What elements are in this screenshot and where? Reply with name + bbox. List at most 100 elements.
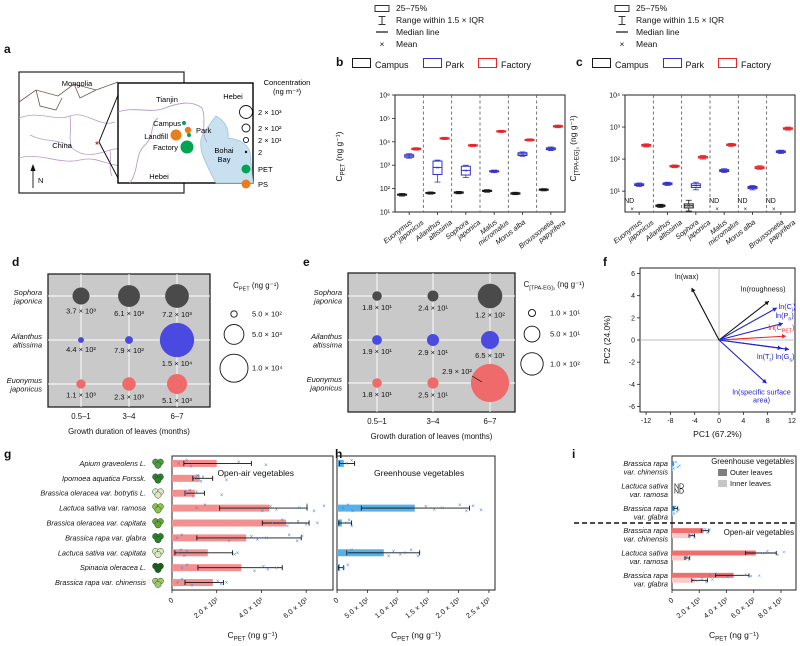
site-dot-campus (182, 121, 186, 125)
legend-label: Median line (636, 27, 680, 37)
label-hebei-ne: Hebei (223, 92, 243, 101)
svg-text:ln(CPET): ln(CPET) (768, 323, 794, 335)
svg-text:Brassica rapa var. chinensis: Brassica rapa var. chinensis (55, 578, 146, 587)
svg-text:×: × (286, 524, 290, 530)
svg-text:×: × (687, 204, 690, 210)
svg-text:5.0 × 10³: 5.0 × 10³ (252, 330, 282, 339)
svg-text:×: × (179, 548, 183, 554)
svg-text:×: × (672, 462, 675, 468)
label-hebei-s: Hebei (149, 172, 169, 181)
label-tianjin: Tianjin (156, 95, 178, 104)
panel-letter-g: g (4, 447, 12, 461)
legend-label: Mean (396, 39, 418, 49)
svg-text:×: × (350, 548, 354, 554)
svg-text:×: × (704, 527, 707, 533)
svg-text:3–4: 3–4 (122, 412, 136, 421)
svg-text:×: × (266, 567, 270, 573)
svg-text:×: × (693, 535, 696, 541)
svg-text:×: × (275, 508, 279, 514)
site-factory: Factory (718, 58, 771, 70)
svg-text:ln(wax): ln(wax) (675, 272, 699, 281)
map-legend-size-1: 2 × 10³ (258, 108, 282, 117)
svg-text:10⁶: 10⁶ (379, 93, 390, 100)
svg-text:×: × (180, 533, 184, 539)
panel-letter-h: h (335, 447, 343, 461)
svg-text:0.5–1: 0.5–1 (367, 417, 387, 426)
chart-d-bubble: Sophora japonica 3.7 × 10³ 6.1 × 10³ 7.2 × 1… (7, 273, 283, 436)
svg-text:×: × (184, 491, 188, 497)
svg-text:×: × (264, 463, 268, 469)
svg-text:×: × (341, 506, 345, 512)
chart-h-bars: × ×× ××× × × ××××× ××× ××× × × ××× ×0 5.0 × 10² 1.0 ×… (332, 455, 496, 643)
svg-text:×: × (673, 164, 676, 170)
svg-text:Sophorajaponica: Sophorajaponica (313, 288, 342, 306)
north-arrow-head (30, 164, 36, 171)
svg-text:×: × (253, 569, 257, 575)
svg-text:×: × (776, 553, 779, 559)
svg-text:×: × (269, 505, 273, 511)
svg-text:Ailanthusaltissima: Ailanthusaltissima (10, 332, 42, 350)
chart-g-bars: Apium graveolens L. × ××× ×Ipomoea aquatica… (40, 455, 334, 643)
svg-text:Greenhouse vegetables: Greenhouse vegetables (711, 457, 794, 466)
svg-text:×: × (638, 183, 641, 189)
site-legend-c: Campus Park Factory (592, 58, 771, 70)
svg-text:×: × (761, 551, 764, 557)
site-factory: Factory (478, 58, 531, 70)
svg-text:Growth duration of leaves (mon: Growth duration of leaves (months) (68, 427, 190, 436)
svg-text:C[TPA-EG]₃ (ng g⁻¹): C[TPA-EG]₃ (ng g⁻¹) (570, 115, 581, 181)
svg-text:5.0 × 10²: 5.0 × 10² (252, 310, 282, 319)
svg-text:Growth duration of leaves (mon: Growth duration of leaves (months) (371, 432, 493, 441)
svg-text:Apium graveolens L.: Apium graveolens L. (78, 459, 146, 468)
panel-letter-a: a (4, 42, 11, 56)
svg-text:CPET (ng g⁻¹): CPET (ng g⁻¹) (391, 630, 441, 643)
svg-text:1.0 × 10¹: 1.0 × 10¹ (550, 309, 580, 318)
svg-text:×: × (659, 204, 662, 210)
legend-row-mean: × Mean (372, 38, 484, 50)
svg-text:1.2 × 10²: 1.2 × 10² (475, 310, 505, 319)
svg-text:4.0 × 10³: 4.0 × 10³ (702, 595, 731, 620)
panel-letter-d: d (12, 255, 20, 269)
svg-text:×: × (195, 490, 199, 496)
svg-text:×: × (350, 459, 354, 465)
svg-text:×: × (744, 207, 748, 213)
svg-text:1.5 × 10⁴: 1.5 × 10⁴ (162, 359, 193, 368)
svg-text:×: × (409, 548, 413, 554)
svg-text:×: × (387, 554, 391, 560)
svg-text:10⁴: 10⁴ (609, 93, 620, 100)
site-dot-park-ps (184, 126, 192, 134)
svg-text:2.5 × 10¹: 2.5 × 10¹ (418, 391, 448, 400)
map-legend-unit: (ng m⁻³) (273, 87, 302, 96)
svg-text:ln(Pn): ln(Pn) (775, 311, 793, 323)
svg-text:Broussonetiapapyrifera: Broussonetiapapyrifera (747, 212, 797, 256)
panel-letter-f: f (603, 255, 607, 269)
svg-text:ND: ND (624, 198, 634, 205)
svg-text:×: × (403, 551, 407, 557)
svg-text:×: × (542, 188, 545, 194)
svg-text:×: × (342, 566, 346, 572)
svg-text:×: × (429, 191, 432, 197)
svg-text:×: × (744, 572, 747, 578)
svg-text:Euonymusjaponicus: Euonymusjaponicus (7, 376, 43, 394)
svg-text:×: × (772, 207, 776, 213)
svg-text:×: × (779, 150, 782, 156)
svg-text:×: × (749, 574, 752, 580)
svg-text:Broussonetiapapyrifera: Broussonetiapapyrifera (517, 212, 567, 256)
svg-text:3–4: 3–4 (426, 417, 440, 426)
svg-text:×: × (723, 168, 726, 174)
svg-text:Lactuca sativa var. capitata: Lactuca sativa var. capitata (58, 548, 146, 557)
mongolia-borders (18, 81, 119, 111)
svg-text:10³: 10³ (610, 125, 621, 132)
svg-text:×: × (500, 129, 503, 135)
svg-text:×: × (708, 528, 711, 534)
svg-text:5.0 × 10²: 5.0 × 10² (343, 595, 372, 620)
svg-text:×: × (714, 571, 717, 577)
svg-text:×: × (350, 524, 354, 530)
svg-text:×: × (220, 493, 224, 499)
svg-text:10⁵: 10⁵ (379, 116, 390, 123)
svg-text:×: × (176, 581, 180, 587)
svg-text:×: × (715, 207, 719, 213)
svg-text:×: × (751, 185, 754, 191)
legend-row-box: 25–75% (372, 2, 484, 14)
svg-text:×: × (300, 534, 304, 540)
svg-text:1.0 × 10²: 1.0 × 10² (550, 359, 580, 368)
